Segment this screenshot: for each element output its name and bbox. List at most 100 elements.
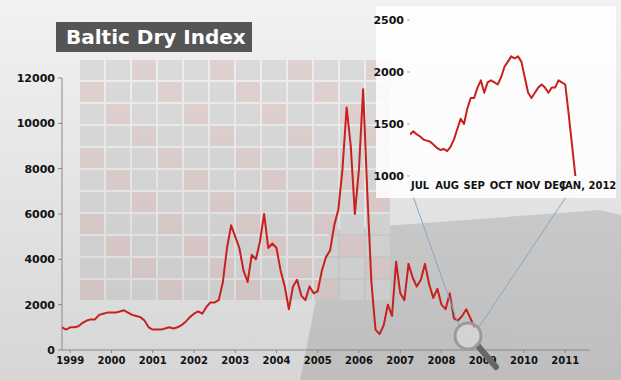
x-tick [359,350,360,353]
container [184,258,208,278]
x-tick-label: 2003 [221,355,249,366]
x-tick-label: 2001 [139,355,167,366]
container [106,236,130,256]
container [132,236,156,256]
container [314,236,338,256]
container [80,170,104,190]
container [106,82,130,102]
container [210,258,234,278]
container [184,82,208,102]
container [340,192,364,212]
x-tick-label: JAN, 2012 [560,180,616,191]
container [106,148,130,168]
container [236,104,260,124]
container [340,236,364,256]
x-tick [235,350,236,353]
container [262,280,286,300]
y-tick-label: 12000 [17,72,56,85]
y-tick-label: 10000 [17,117,56,130]
container [288,192,312,212]
container [288,60,312,80]
container [210,170,234,190]
container [158,60,182,80]
container [288,104,312,124]
y-tick [58,214,62,215]
background [0,0,621,380]
container [106,214,130,234]
container [210,126,234,146]
magnifier-lens [455,323,481,349]
container [184,60,208,80]
x-tick [441,350,442,353]
x-tick [194,350,195,353]
container [262,104,286,124]
container [288,258,312,278]
container [106,192,130,212]
container [106,104,130,124]
container [80,236,104,256]
container [236,280,260,300]
container [288,170,312,190]
x-tick-label: 2000 [98,355,126,366]
container [132,82,156,102]
container [158,280,182,300]
container [158,126,182,146]
container [80,214,104,234]
y-tick [407,20,410,21]
container [184,104,208,124]
x-tick-label: 2006 [345,355,373,366]
x-tick-label: 2005 [304,355,332,366]
container [184,236,208,256]
x-tick-label: NOV [516,180,541,191]
zoom-line [408,182,459,326]
y-tick [58,350,62,351]
container [236,192,260,212]
x-tick [152,350,153,353]
y-tick [407,72,410,73]
title-background [56,22,252,52]
magnifier-handle [478,346,496,367]
container [262,60,286,80]
title-box: Baltic Dry Index [56,22,252,52]
container [288,82,312,102]
container [106,280,130,300]
container [106,126,130,146]
container [132,60,156,80]
container [184,126,208,146]
container [236,148,260,168]
x-tick [317,350,318,353]
container [158,192,182,212]
container [262,82,286,102]
y-tick-label: 6000 [24,208,55,221]
y-tick [407,176,410,177]
x-tick-label: 2010 [510,355,538,366]
container [262,192,286,212]
x-tick-label: SEP [463,180,484,191]
x-tick-label: AUG [435,180,459,191]
container [236,82,260,102]
container [132,170,156,190]
container [288,236,312,256]
container [236,126,260,146]
container [314,192,338,212]
x-tick-label: 2007 [386,355,414,366]
container [158,148,182,168]
inset-plot-area [410,56,575,176]
container [184,280,208,300]
x-tick [276,350,277,353]
container [210,82,234,102]
container [340,82,364,102]
y-tick-label: 1000 [373,170,404,183]
container [80,60,104,80]
container [288,214,312,234]
container [262,148,286,168]
y-tick [58,304,62,305]
container [158,104,182,124]
container [184,192,208,212]
container [80,126,104,146]
container [132,214,156,234]
container [158,170,182,190]
container [236,170,260,190]
container [132,192,156,212]
container [262,126,286,146]
